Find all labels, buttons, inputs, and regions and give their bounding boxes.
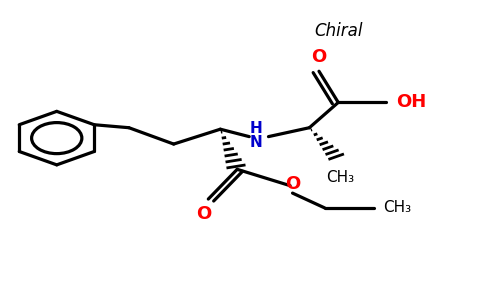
Text: O: O: [311, 48, 327, 66]
Text: O: O: [285, 175, 300, 193]
Text: H
N: H N: [250, 121, 263, 149]
Text: CH₃: CH₃: [327, 170, 355, 185]
Text: OH: OH: [396, 93, 426, 111]
Text: CH₃: CH₃: [383, 200, 411, 215]
Text: O: O: [196, 206, 211, 224]
Text: Chiral: Chiral: [314, 22, 363, 40]
